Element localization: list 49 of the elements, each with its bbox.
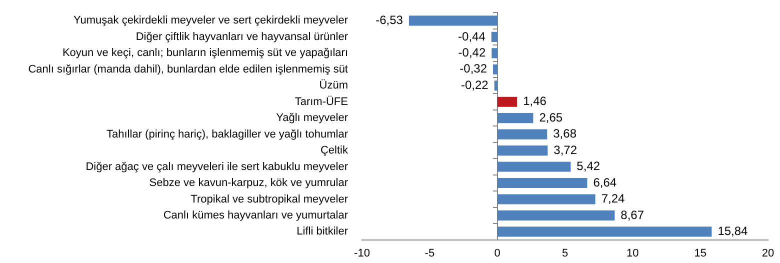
x-tick-label: 20 <box>762 247 774 260</box>
bar <box>408 16 498 26</box>
y-tick-label: Tarım-ÜFE <box>294 94 348 108</box>
data-label: 5,42 <box>576 159 600 174</box>
data-label: 2,65 <box>539 110 563 124</box>
bar <box>497 129 548 140</box>
y-tick-label: Üzüm <box>319 78 348 92</box>
data-label: -0,32 <box>460 62 488 76</box>
bar <box>493 64 498 74</box>
y-tick-label: Diğer çiftlik hayvanları ve hayvansal ürünler <box>136 30 348 43</box>
data-label: -6,53 <box>376 13 404 28</box>
bar <box>491 32 498 42</box>
bar <box>497 178 588 188</box>
bar <box>497 194 596 204</box>
bar <box>497 226 712 237</box>
y-tick-label: Yumuşak çekirdekli meyveler ve sert çekirdekli meyveler <box>74 14 348 27</box>
data-label: -0,22 <box>460 78 489 92</box>
x-tick-label: 10 <box>626 247 639 260</box>
y-tick-label: Çeltik <box>320 144 348 157</box>
bar <box>497 162 571 172</box>
bar <box>494 80 498 91</box>
data-label: 15,84 <box>718 224 748 238</box>
bar <box>497 96 518 107</box>
x-tick-label: 0 <box>494 247 500 260</box>
y-tick-label: Tropikal ve subtropikal meyveler <box>190 193 348 206</box>
y-tick-label: Diğer ağaç ve çalı meyveleri ile sert kabuklu meyveler <box>86 160 348 173</box>
data-label: -0,42 <box>458 45 486 60</box>
x-tick-label: -5 <box>424 247 435 260</box>
data-label: 7,24 <box>601 192 625 206</box>
bar <box>492 48 498 58</box>
data-label: 3,72 <box>554 142 578 157</box>
data-label: 1,46 <box>523 94 547 108</box>
y-tick-label: Lifli bitkiler <box>296 226 348 238</box>
y-tick-label: Tahıllar (pirinç hariç), baklagiller ve yağlı tohumlar <box>106 128 348 140</box>
y-tick-label: Sebze ve kavun-karpuz, kök ve yumrular <box>149 177 348 190</box>
y-tick-label: Canlı sığırlar (manda dahil), bunlardan elde edilen işlenmemiş süt <box>28 63 348 76</box>
data-label: 8,67 <box>620 208 644 222</box>
x-tick-label: -10 <box>354 247 370 260</box>
y-tick-label: Yağlı meyveler <box>276 112 348 124</box>
x-tick-label: 5 <box>562 247 568 260</box>
data-label: 3,68 <box>553 126 577 141</box>
bar <box>497 146 548 156</box>
x-tick-label: 15 <box>694 247 706 260</box>
data-label: -0,44 <box>458 29 486 44</box>
bar <box>497 210 615 220</box>
y-tick-label: Koyun ve keçi, canlı; bunların işlenmemiş süt ve yapağıları <box>62 47 348 60</box>
data-label: 6,64 <box>593 175 617 190</box>
bar <box>497 113 534 124</box>
y-tick-label: Canlı kümes hayvanları ve yumurtalar <box>163 209 348 222</box>
